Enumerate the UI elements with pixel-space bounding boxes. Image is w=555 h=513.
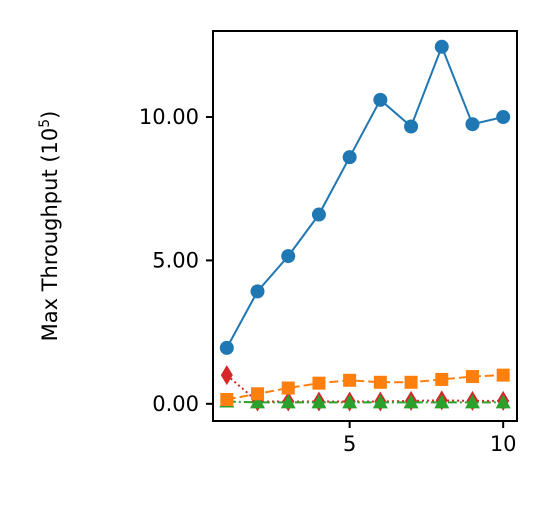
data-point [342, 150, 357, 165]
series-line [226, 374, 504, 401]
series-line [226, 374, 504, 403]
plot-layer [219, 39, 511, 412]
data-point [465, 117, 480, 132]
axis-layer: 5 10 0.00 5.00 10.00 [139, 105, 517, 456]
series-line [226, 400, 504, 404]
data-point [434, 394, 450, 409]
data-point [404, 119, 419, 134]
data-point [343, 373, 357, 387]
y-tick-label: 0.00 [152, 392, 199, 416]
data-point [250, 284, 265, 299]
data-point [311, 394, 327, 409]
data-point [464, 394, 480, 409]
y-tick-label: 5.00 [152, 248, 199, 272]
data-point [434, 39, 449, 54]
y-axis-label-close: ) [38, 111, 62, 119]
data-point [496, 368, 510, 382]
series-line [225, 44, 504, 349]
x-tick-label: 10 [490, 432, 517, 456]
data-point [404, 375, 418, 389]
data-point [311, 207, 326, 222]
data-point [373, 375, 387, 389]
y-axis-label: Max Throughput (105) [37, 111, 62, 342]
data-point [342, 394, 358, 409]
data-point [250, 394, 266, 409]
data-point [465, 370, 479, 384]
data-point [281, 249, 296, 264]
data-point [220, 365, 233, 386]
data-point [251, 387, 265, 401]
data-point [403, 394, 419, 409]
plot-frame [212, 30, 518, 422]
data-point [220, 392, 234, 406]
data-point [281, 381, 295, 395]
data-point [373, 92, 388, 107]
x-tick-label: 5 [343, 432, 356, 456]
y-axis-label-text: Max Throughput (10 [38, 128, 62, 342]
data-point [435, 372, 449, 386]
data-point [280, 394, 296, 409]
y-tick-label: 10.00 [139, 105, 199, 129]
data-point [496, 110, 511, 125]
series-4 [220, 365, 510, 412]
data-point [312, 376, 326, 390]
data-point [219, 340, 234, 355]
y-axis-label-exponent: 5 [37, 119, 53, 128]
series-2 [220, 368, 510, 406]
data-point [495, 394, 511, 409]
data-point [372, 394, 388, 409]
series-1 [219, 39, 511, 355]
